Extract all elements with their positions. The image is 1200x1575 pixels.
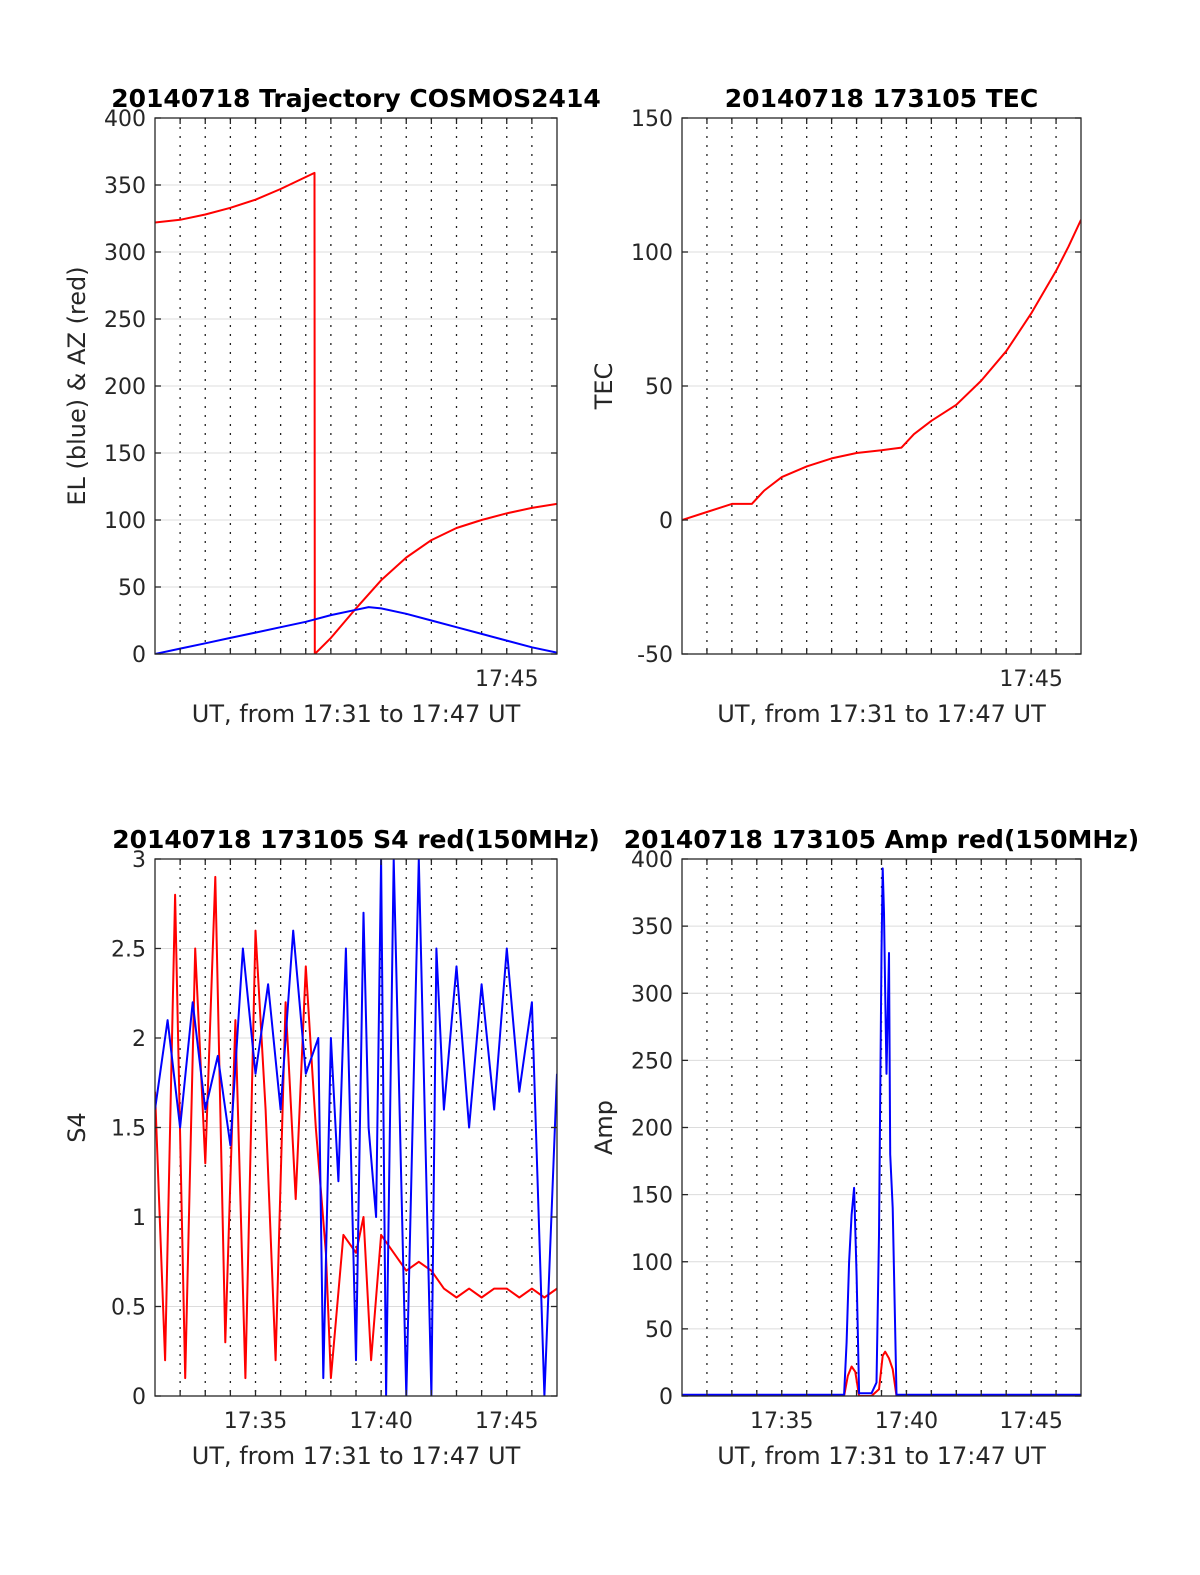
series-group (682, 867, 1081, 1396)
y-tick-label: 150 (631, 107, 673, 132)
y-tick-label: 400 (104, 107, 146, 132)
y-tick-label: 0.5 (111, 1296, 146, 1321)
y-tick-label: 50 (118, 576, 146, 601)
x-tick-label: 17:35 (224, 1409, 287, 1434)
y-tick-label: 2.5 (111, 938, 146, 963)
series-line-2 (682, 867, 1081, 1396)
chart-3: 0 0.5 1 1.5 2 2.5 3 17:35 17:40 17:45 UT, from 17:… (63, 825, 600, 1470)
y-tick-label: 150 (631, 1184, 673, 1209)
y-tick-label: 150 (104, 442, 146, 467)
series-line-1 (155, 171, 557, 654)
y-tick-label: 1 (132, 1206, 146, 1231)
y-tick-label: 100 (104, 509, 146, 534)
y-tick-label: 350 (104, 174, 146, 199)
y-tick-label: 0 (132, 643, 146, 668)
y-tick-label: 0 (132, 1385, 146, 1410)
y-tick-label: 350 (631, 915, 673, 940)
y-tick-label: -50 (637, 643, 673, 668)
y-tick-label: 0 (659, 1385, 673, 1410)
x-tick-label: 17:45 (475, 1409, 538, 1434)
y-tick-label: 100 (631, 1251, 673, 1276)
series-line-2 (155, 859, 557, 1396)
y-tick-label: 50 (645, 1318, 673, 1343)
x-tick-label: 17:45 (999, 1409, 1062, 1434)
chart-title: 20140718 173105 S4 red(150MHz) (112, 825, 600, 854)
x-tick-label: 17:40 (875, 1409, 938, 1434)
y-axis-label: EL (blue) & AZ (red) (63, 266, 91, 505)
y-tick-label: 2 (132, 1027, 146, 1052)
x-axis-label: UT, from 17:31 to 17:47 UT (192, 700, 521, 728)
series-line-1 (682, 219, 1081, 521)
series-line-2 (155, 606, 557, 654)
y-tick-label: 250 (104, 308, 146, 333)
series-line-1 (155, 875, 557, 1380)
series-group (155, 171, 557, 654)
chart-title: 20140718 173105 TEC (725, 84, 1038, 113)
y-tick-label: 250 (631, 1049, 673, 1074)
series-group (682, 219, 1081, 521)
x-axis-label: UT, from 17:31 to 17:47 UT (192, 1442, 521, 1470)
x-tick-label: 17:45 (999, 667, 1062, 692)
y-tick-label: 0 (659, 509, 673, 534)
y-axis-label: Amp (590, 1100, 618, 1155)
chart-1: 0 50 100 150 200 250 300 350 400 17:45 UT, from 17… (63, 84, 601, 728)
chart-2: -50 0 50 100 150 17:45 UT, from 17:31 to 17:47… (590, 84, 1082, 728)
chart-title: 20140718 173105 Amp red(150MHz) (624, 825, 1140, 854)
y-tick-label: 300 (631, 982, 673, 1007)
y-axis-label: S4 (63, 1112, 91, 1143)
x-tick-label: 17:45 (475, 667, 538, 692)
x-axis-label: UT, from 17:31 to 17:47 UT (717, 1442, 1046, 1470)
y-tick-label: 200 (104, 375, 146, 400)
series-group (155, 859, 557, 1396)
y-tick-label: 50 (645, 375, 673, 400)
x-axis-label: UT, from 17:31 to 17:47 UT (717, 700, 1046, 728)
y-tick-label: 3 (132, 848, 146, 873)
x-tick-label: 17:35 (750, 1409, 813, 1434)
y-tick-label: 200 (631, 1117, 673, 1142)
series-line-1 (682, 1350, 1081, 1396)
y-tick-label: 300 (104, 241, 146, 266)
y-axis-label: TEC (590, 363, 618, 411)
chart-4: 0 50 100 150 200 250 300 350 400 17:35 17:40 17:45 U… (590, 825, 1139, 1470)
x-tick-label: 17:40 (349, 1409, 412, 1434)
y-tick-label: 100 (631, 241, 673, 266)
y-tick-label: 400 (631, 848, 673, 873)
y-tick-label: 1.5 (111, 1117, 146, 1142)
chart-title: 20140718 Trajectory COSMOS2414 (111, 84, 601, 113)
